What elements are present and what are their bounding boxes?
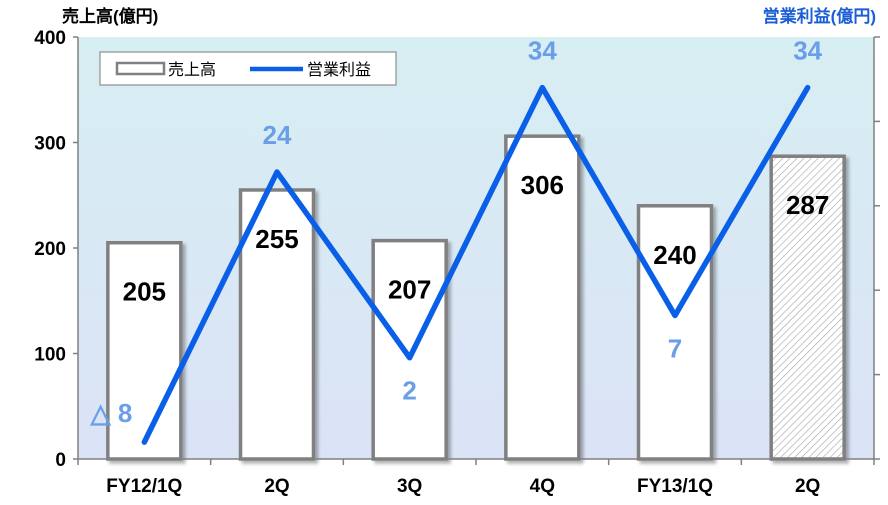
bar-value-label-5: 287 — [786, 190, 829, 220]
bar-value-label-4: 240 — [653, 240, 696, 270]
plot-area — [78, 37, 874, 459]
bar-value-label-2: 207 — [388, 275, 431, 305]
y-tick-label-4: 400 — [34, 28, 66, 49]
legend-swatch-bar — [117, 63, 164, 74]
y-tick-label-3: 300 — [34, 134, 66, 155]
bar-value-label-0: 205 — [123, 277, 166, 307]
profit-value-label-2: 2 — [402, 376, 416, 406]
x-tick-label-3: 4Q — [530, 476, 555, 497]
y-axis-ticks: 0 100 200 300 400 — [34, 28, 78, 471]
legend-label-profit: 営業利益 — [307, 61, 371, 79]
bar-2 — [373, 241, 446, 459]
x-tick-label-1: 2Q — [264, 476, 289, 497]
profit-value-label-3: 34 — [528, 36, 557, 66]
profit-value-label-1: 24 — [263, 120, 292, 150]
legend-label-sales: 売上高 — [168, 61, 216, 79]
x-tick-label-2: 3Q — [397, 476, 422, 497]
profit-value-label-5: 34 — [793, 36, 822, 66]
x-tick-label-5: 2Q — [795, 476, 820, 497]
x-axis-ticks: FY12/1Q 2Q 3Q 4Q FY13/1Q 2Q — [78, 459, 874, 497]
profit-value-label-4: 7 — [668, 334, 682, 364]
right-axis-title: 営業利益(億円) — [763, 6, 876, 26]
x-tick-label-4: FY13/1Q — [637, 476, 713, 497]
legend: 売上高 営業利益 — [100, 52, 396, 85]
y-tick-label-1: 100 — [34, 345, 66, 366]
x-tick-label-0: FY12/1Q — [106, 476, 182, 497]
bar-value-label-3: 306 — [521, 170, 564, 200]
profit-value-label-0: △ 8 — [90, 398, 133, 428]
y2-axis-ticks — [874, 37, 880, 459]
y-tick-label-2: 200 — [34, 239, 66, 260]
y-tick-label-0: 0 — [55, 450, 66, 471]
bar-value-label-1: 255 — [255, 224, 298, 254]
left-axis-title: 売上高(億円) — [62, 6, 158, 26]
